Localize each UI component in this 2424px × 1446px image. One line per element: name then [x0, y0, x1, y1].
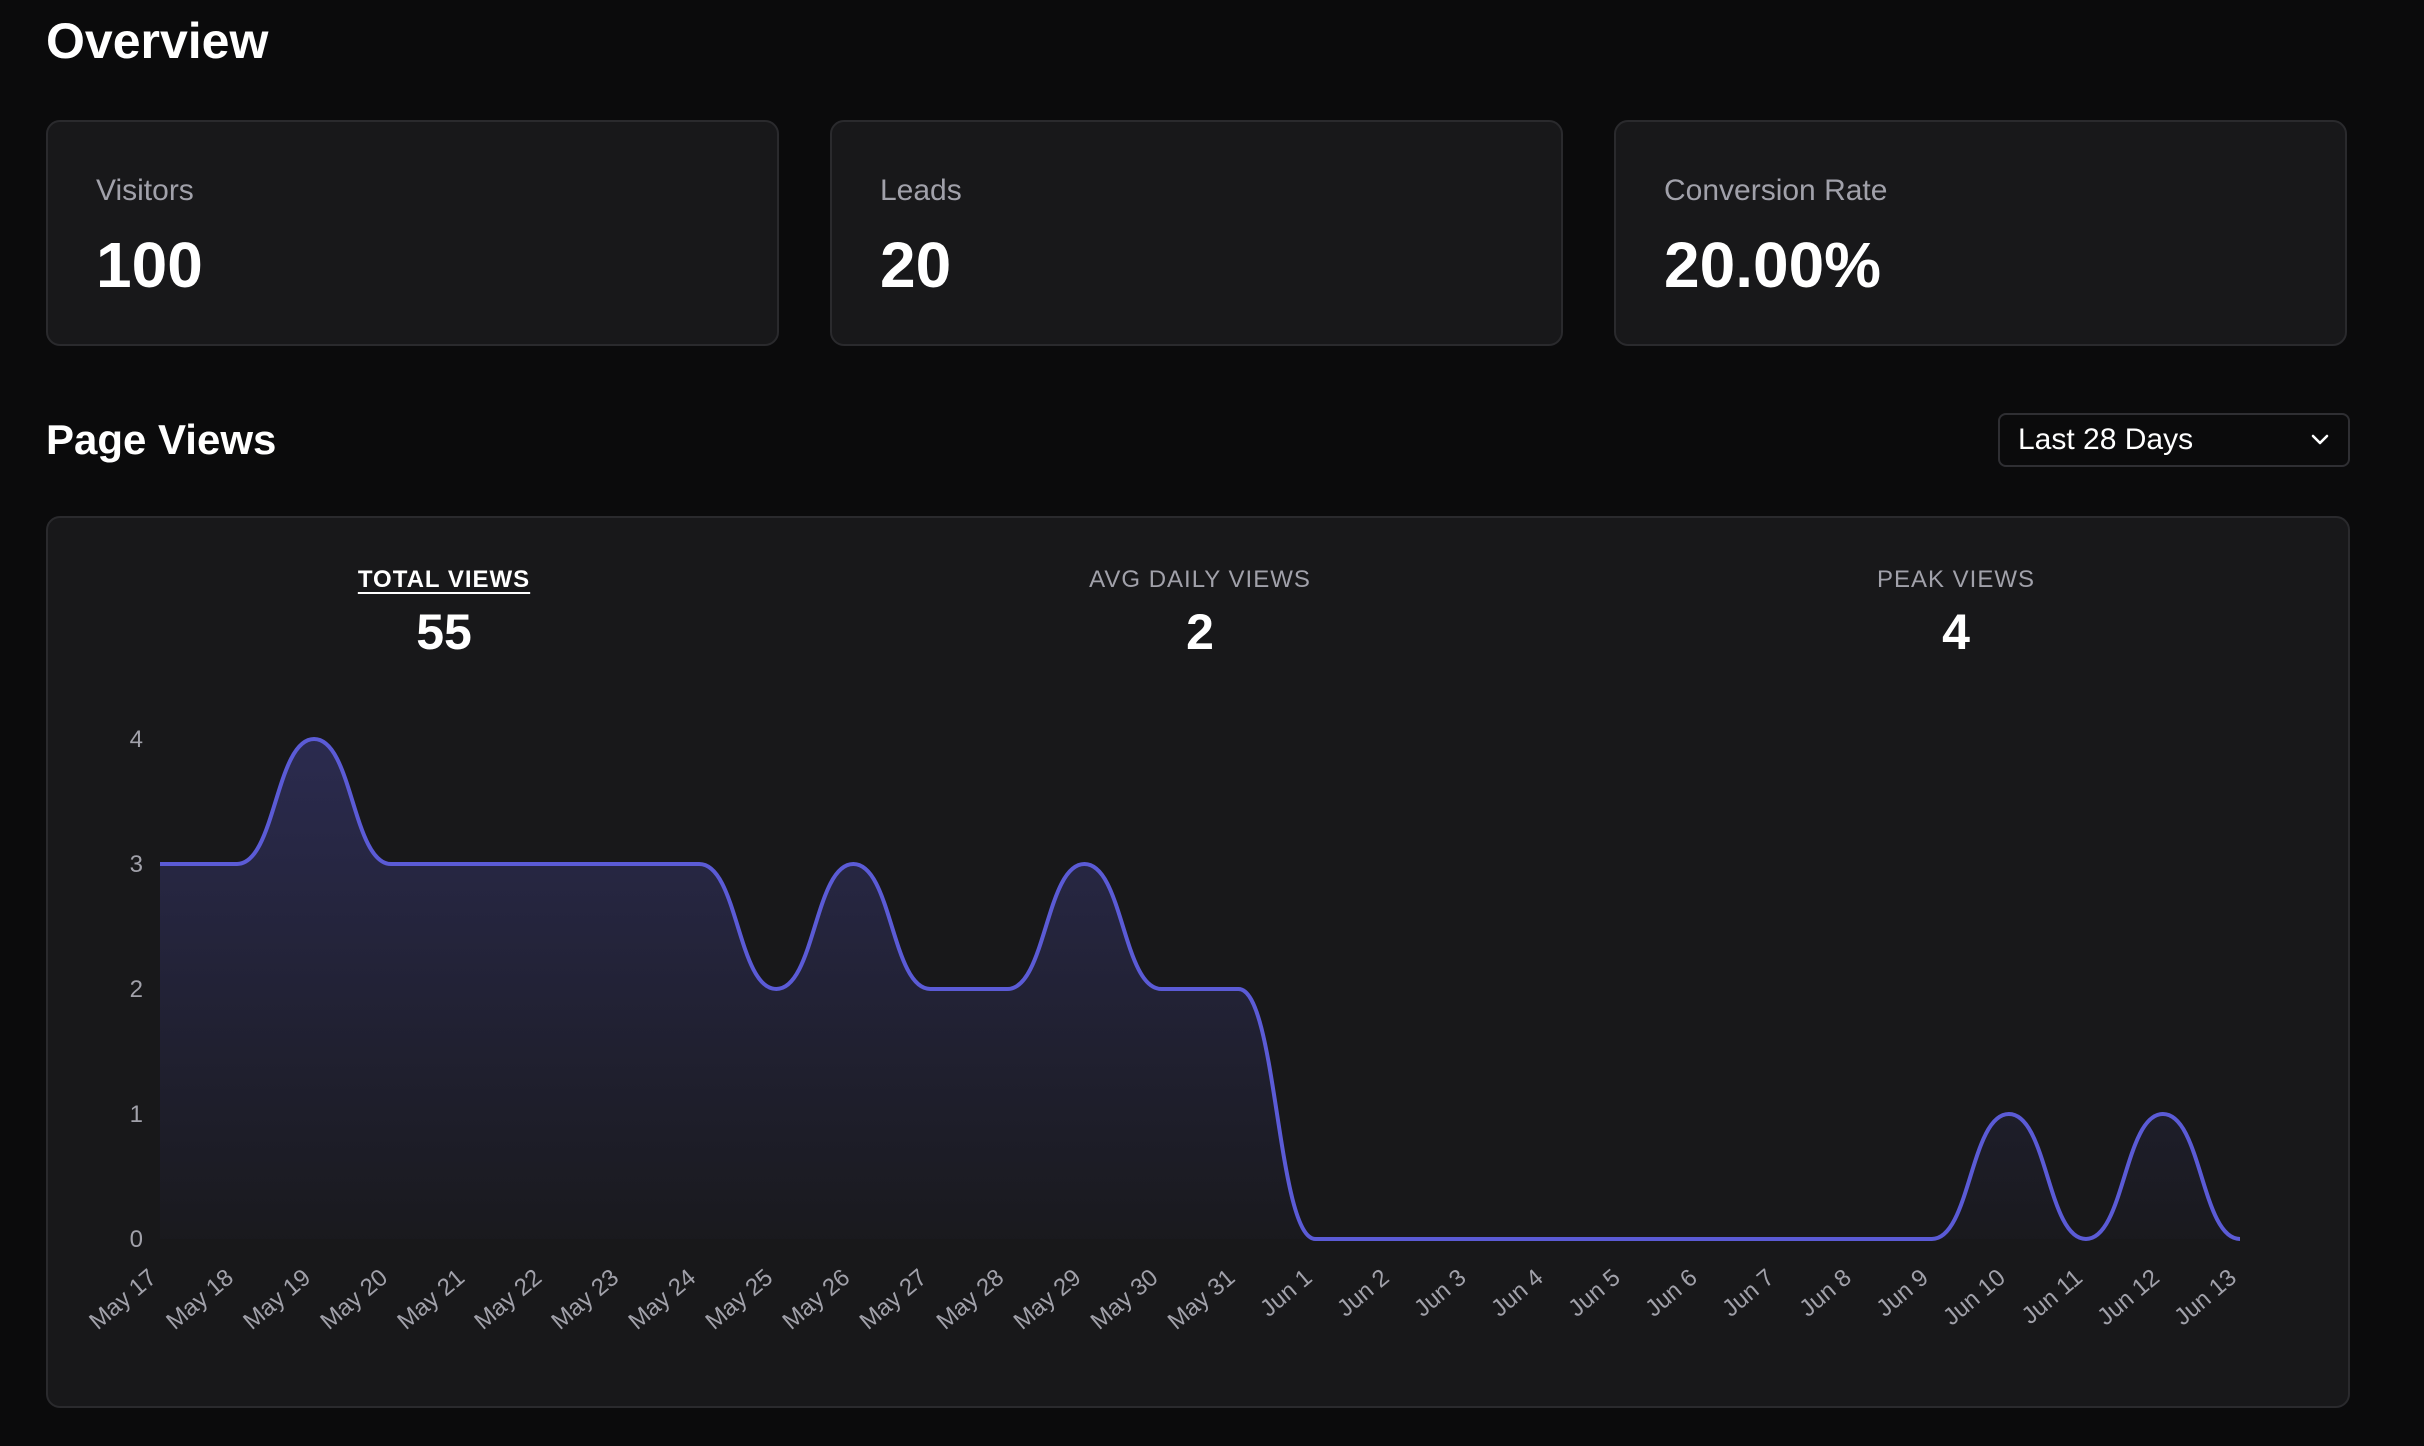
- data-point: [1157, 985, 1165, 993]
- x-tick-label: May 31: [1163, 1264, 1241, 1335]
- conversion-rate-value: 20.00%: [1664, 229, 1882, 301]
- x-tick-label: May 30: [1086, 1264, 1164, 1335]
- y-tick-label: 1: [130, 1101, 143, 1128]
- visitors-value: 100: [96, 229, 203, 301]
- x-tick-label: Jun 3: [1409, 1264, 1471, 1322]
- overview-title: Overview: [46, 13, 269, 69]
- chevron-down-icon: [2310, 430, 2330, 450]
- x-tick-label: May 20: [315, 1264, 393, 1335]
- data-point: [618, 860, 626, 868]
- x-tick-label: May 19: [238, 1264, 316, 1335]
- data-point: [695, 860, 703, 868]
- x-tick-label: May 28: [932, 1264, 1010, 1335]
- metric-avg-daily-views-value: 2: [1186, 604, 1214, 660]
- x-tick-label: May 25: [701, 1264, 779, 1335]
- x-tick-label: May 22: [469, 1264, 547, 1335]
- metric-avg-daily-views[interactable]: AVG DAILY VIEWS 2: [1000, 566, 1400, 662]
- x-tick-label: May 17: [84, 1264, 162, 1335]
- data-point: [387, 860, 395, 868]
- x-tick-label: May 18: [161, 1264, 239, 1335]
- data-point: [1774, 1235, 1782, 1243]
- data-point: [1851, 1235, 1859, 1243]
- data-point: [926, 985, 934, 993]
- x-tick-label: Jun 2: [1332, 1264, 1394, 1322]
- data-point: [310, 735, 318, 743]
- metric-peak-views[interactable]: PEAK VIEWS 4: [1756, 566, 2156, 662]
- x-tick-label: Jun 12: [2092, 1264, 2165, 1331]
- data-point: [849, 860, 857, 868]
- x-tick-label: May 26: [778, 1264, 856, 1335]
- data-point: [541, 860, 549, 868]
- data-point: [1543, 1235, 1551, 1243]
- data-point: [2082, 1235, 2090, 1243]
- metric-total-views-value: 55: [416, 604, 472, 660]
- leads-label: Leads: [880, 174, 962, 207]
- metric-avg-daily-views-label: AVG DAILY VIEWS: [1089, 566, 1311, 593]
- x-axis: May 17 May 18 May 19 May 20 May 21 May 22 May …: [84, 1264, 2242, 1335]
- leads-value: 20: [880, 229, 952, 301]
- data-point: [2005, 1110, 2013, 1118]
- metric-peak-views-label: PEAK VIEWS: [1876, 566, 2036, 593]
- x-tick-label: May 21: [392, 1264, 470, 1335]
- data-point: [1312, 1235, 1320, 1243]
- visitors-label: Visitors: [96, 174, 194, 207]
- x-tick-label: Jun 4: [1486, 1264, 1548, 1322]
- metric-total-views-label: TOTAL VIEWS: [357, 566, 531, 593]
- data-point: [1003, 985, 1011, 993]
- data-point: [1928, 1235, 1936, 1243]
- visitors-card: Visitors 100: [46, 120, 779, 346]
- series-line: [160, 736, 2241, 1242]
- x-tick-label: Jun 9: [1871, 1264, 1933, 1322]
- x-tick-label: Jun 13: [2169, 1264, 2242, 1331]
- y-tick-label: 4: [130, 726, 143, 753]
- x-tick-label: May 23: [546, 1264, 624, 1335]
- page-views-title: Page Views: [46, 416, 277, 463]
- data-point: [1697, 1235, 1705, 1243]
- metric-peak-views-value: 4: [1942, 604, 1970, 660]
- data-point: [233, 860, 241, 868]
- page-views-chart-card: TOTAL VIEWS 55 AVG DAILY VIEWS 2 PEAK VI…: [46, 516, 2350, 1408]
- data-point: [1389, 1235, 1397, 1243]
- x-tick-label: Jun 1: [1255, 1264, 1317, 1322]
- leads-card: Leads 20: [830, 120, 1563, 346]
- data-point: [1080, 860, 1088, 868]
- x-tick-label: Jun 10: [1938, 1264, 2011, 1331]
- y-axis: 0 1 2 3 4: [130, 726, 143, 1253]
- x-tick-label: Jun 5: [1563, 1264, 1625, 1322]
- date-range-value: Last 28 Days: [2018, 423, 2194, 456]
- data-point: [1235, 985, 1243, 993]
- x-tick-label: Jun 8: [1794, 1264, 1856, 1322]
- y-tick-label: 0: [130, 1226, 143, 1253]
- conversion-rate-label: Conversion Rate: [1664, 174, 1888, 207]
- conversion-rate-card: Conversion Rate 20.00%: [1614, 120, 2347, 346]
- y-tick-label: 2: [130, 976, 143, 1003]
- x-tick-label: May 27: [855, 1264, 933, 1335]
- data-point: [464, 860, 472, 868]
- x-tick-label: May 29: [1009, 1264, 1087, 1335]
- x-tick-label: Jun 11: [2017, 1264, 2088, 1330]
- y-tick-label: 3: [130, 851, 143, 878]
- x-tick-label: Jun 7: [1717, 1264, 1779, 1322]
- x-tick-label: Jun 6: [1640, 1264, 1702, 1322]
- data-point: [2159, 1110, 2167, 1118]
- data-point: [156, 860, 164, 868]
- data-point: [772, 985, 780, 993]
- data-point: [1620, 1235, 1628, 1243]
- metric-total-views[interactable]: TOTAL VIEWS 55: [244, 566, 644, 662]
- date-range-select[interactable]: Last 28 Days: [1998, 413, 2350, 467]
- data-point: [1466, 1235, 1474, 1243]
- data-point: [2236, 1235, 2244, 1243]
- x-tick-label: May 24: [623, 1264, 701, 1335]
